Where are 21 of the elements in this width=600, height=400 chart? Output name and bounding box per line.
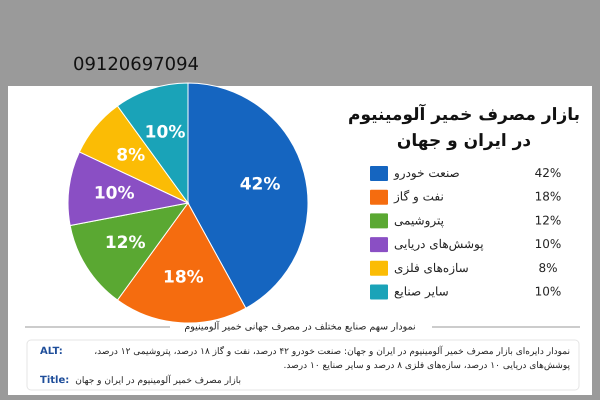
text: 18% — [534, 190, 562, 204]
data-label: 42% — [240, 174, 280, 194]
legend-label: پوشش‌های دریایی — [394, 237, 484, 252]
legend-label: سایر صنایع — [394, 284, 449, 298]
data-label: 10% — [144, 122, 186, 142]
text: نمودار سهم صنایع مختلف در مصرف جهانی خمیر آلومینیوم — [184, 320, 416, 332]
text: 8% — [538, 260, 558, 275]
text: 12% — [534, 213, 562, 228]
data-label: 8% — [116, 146, 146, 166]
data-label: 10% — [94, 184, 135, 204]
data-label: 18% — [162, 267, 204, 288]
legend-label: پتروشیمی — [394, 213, 444, 228]
text: 10% — [534, 237, 562, 252]
text: بازار مصرف خمیر آلومینیوم در ایران و جهان — [348, 103, 580, 151]
legend-label: صنعت خودرو — [393, 166, 460, 180]
text: 42% — [534, 166, 562, 180]
legend-label: سازه‌های فلزی — [394, 260, 469, 275]
text: 10% — [534, 284, 562, 298]
legend-label: نفت و گاز — [393, 190, 444, 204]
data-label: 12% — [104, 232, 146, 253]
text: 09120697094 — [73, 54, 199, 75]
